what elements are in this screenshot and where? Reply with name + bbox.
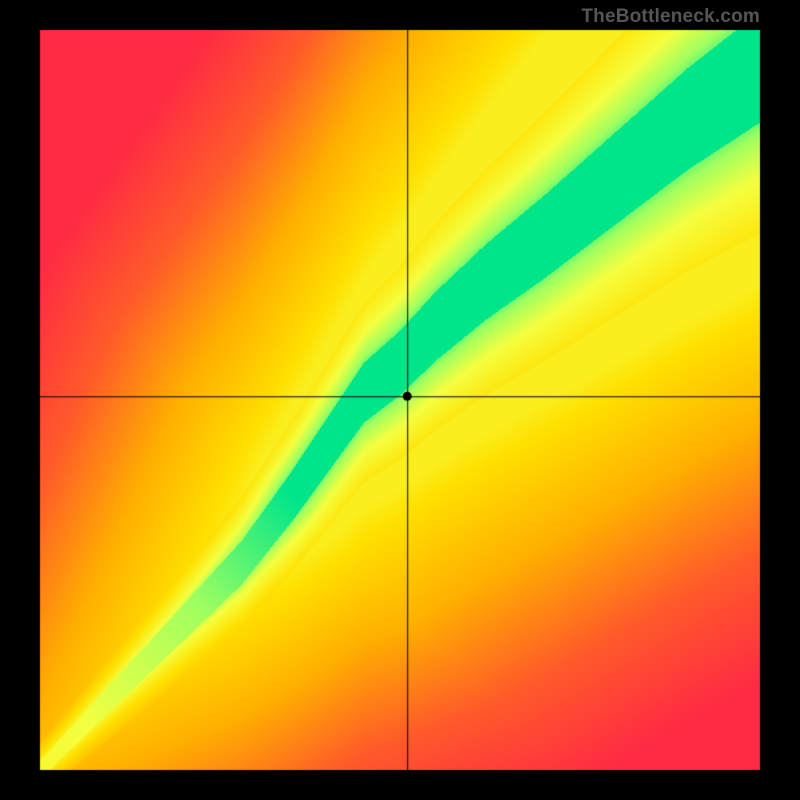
bottleneck-heatmap-chart: TheBottleneck.com [0,0,800,800]
watermark-text: TheBottleneck.com [581,6,760,28]
heatmap-canvas [0,0,800,800]
